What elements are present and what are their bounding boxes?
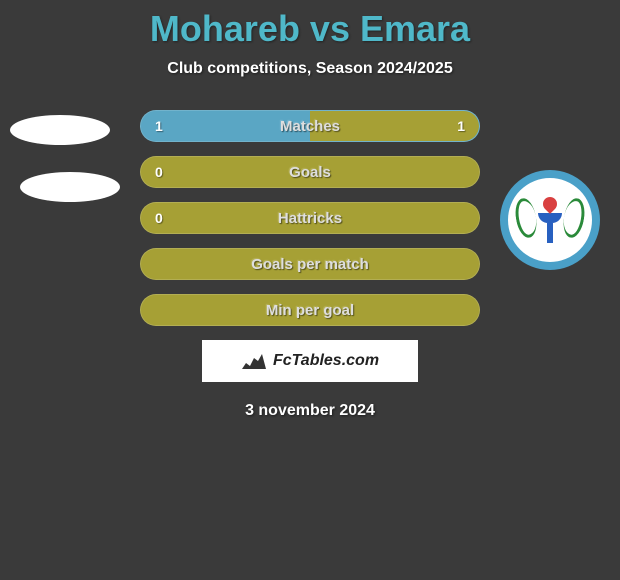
stat-value-left: 0 (155, 210, 163, 226)
stat-label: Hattricks (278, 210, 342, 227)
stat-value-left: 1 (155, 118, 163, 134)
date-text: 3 november 2024 (0, 402, 620, 420)
site-logo-icon (241, 351, 267, 371)
stat-value-right: 1 (457, 118, 465, 134)
page-subtitle: Club competitions, Season 2024/2025 (0, 60, 620, 78)
stats-container: 1 1 Matches 0 Goals 0 Hattricks Goals per match… (0, 110, 620, 326)
stat-bar: 1 1 Matches (140, 110, 480, 142)
stat-bar: 0 Goals (140, 156, 480, 188)
stat-label: Min per goal (266, 302, 354, 319)
stat-label: Goals per match (251, 256, 369, 273)
stat-bar: 0 Hattricks (140, 202, 480, 234)
stat-label: Matches (280, 118, 340, 135)
stat-value-left: 0 (155, 164, 163, 180)
site-logo-box[interactable]: FcTables.com (202, 340, 418, 382)
site-logo-text: FcTables.com (273, 352, 379, 370)
stat-bar: Goals per match (140, 248, 480, 280)
stat-bar: Min per goal (140, 294, 480, 326)
stat-label: Goals (289, 164, 331, 181)
page-title: Mohareb vs Emara (0, 0, 620, 50)
